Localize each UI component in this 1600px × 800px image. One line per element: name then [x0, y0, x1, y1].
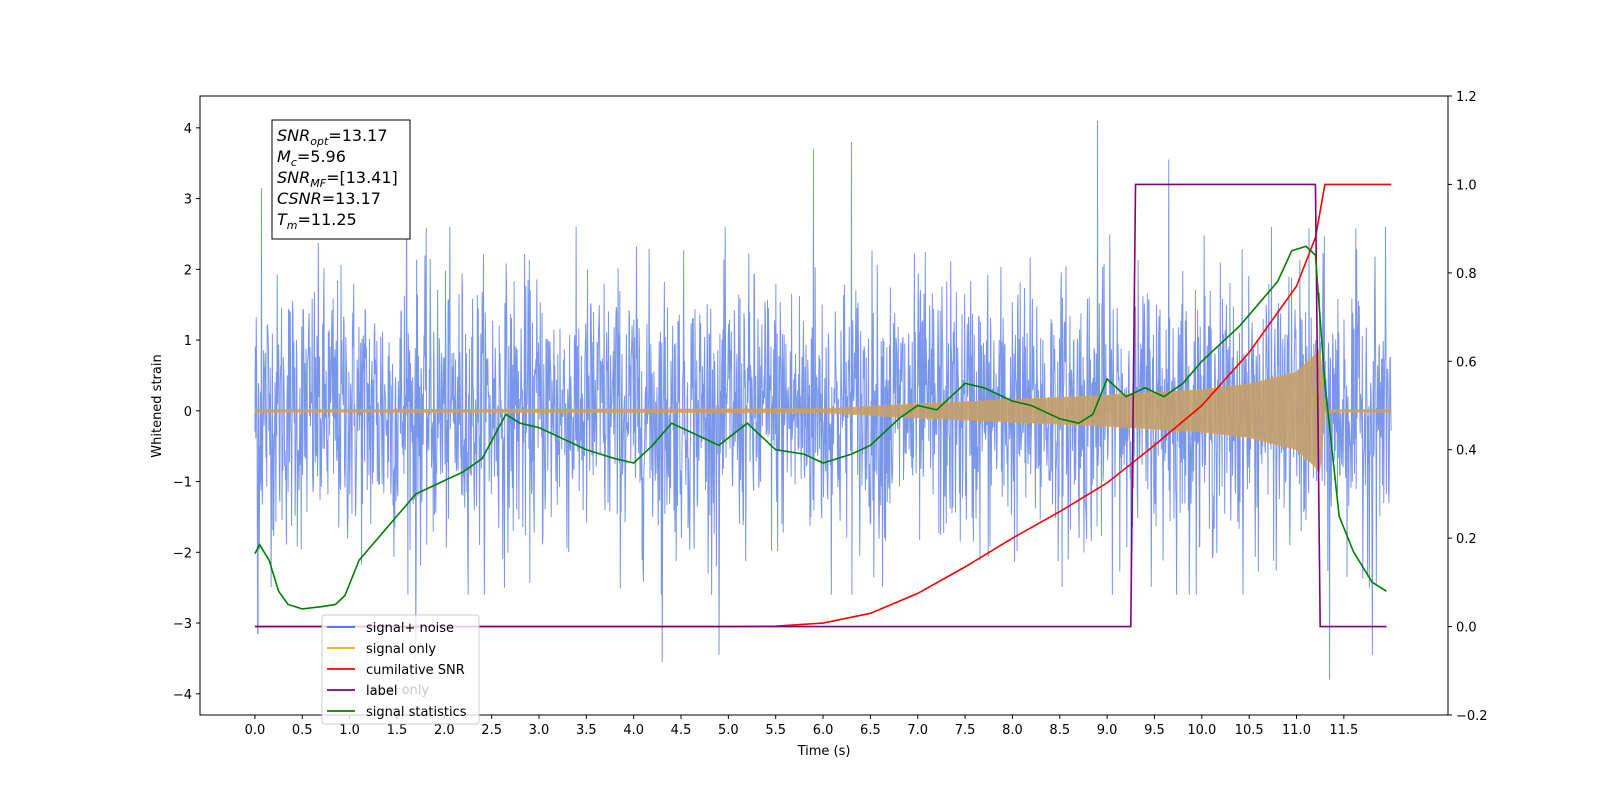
- annotation-symbol: T: [277, 210, 288, 229]
- legend: label only signal+ noise signal only cumila…: [321, 614, 480, 725]
- series-signal-statistics-line: [254, 245, 1387, 610]
- legend-label: cumilative SNR: [366, 663, 465, 678]
- annotation-line: Mc=5.96: [277, 147, 346, 169]
- y-tick-label: 3: [184, 193, 192, 208]
- series-layer: [254, 120, 1392, 680]
- x-tick-label: 7.5: [955, 723, 976, 738]
- annotation-box: SNRopt=13.17Mc=5.96SNRMF=[13.41]CSNR=13.…: [271, 119, 411, 240]
- x-tick-label: 11.5: [1329, 723, 1358, 738]
- y2-tick-label: 0.2: [1456, 532, 1477, 547]
- annotation-symbol: CSNR: [277, 189, 322, 208]
- y2-tick-label: 0.6: [1456, 355, 1477, 370]
- x-tick-label: 9.0: [1097, 723, 1118, 738]
- plot-frame: [199, 95, 1449, 716]
- y-tick-label: −4: [173, 688, 192, 703]
- y2-tick-label: −0.2: [1456, 709, 1488, 724]
- annotation-value: =5.96: [297, 147, 346, 166]
- y-tick-label: 4: [184, 122, 192, 137]
- y-tick-label: 0: [184, 405, 192, 420]
- x-tick-label: 10.0: [1187, 723, 1216, 738]
- y2-tick-label: 0.0: [1456, 621, 1477, 636]
- annotation-subscript: opt: [310, 135, 329, 148]
- y2-tick-label: 0.8: [1456, 267, 1477, 282]
- x-tick-label: 6.5: [860, 723, 881, 738]
- x-tick-label: 11.0: [1282, 723, 1311, 738]
- series-cumulative-snr-line: [254, 183, 1392, 628]
- x-tick-label: 7.0: [907, 723, 928, 738]
- x-tick-label: 4.5: [671, 723, 692, 738]
- annotation-value: =13.17: [328, 126, 387, 145]
- annotation-subscript: MF: [310, 177, 326, 190]
- x-tick-label: 3.5: [576, 723, 597, 738]
- annotation-subscript: c: [291, 156, 297, 169]
- y-tick-label: −3: [173, 617, 192, 632]
- annotation-value: =[13.41]: [326, 168, 398, 187]
- x-tick-label: 4.0: [623, 723, 644, 738]
- x-tick-label: 8.5: [1049, 723, 1070, 738]
- annotation-symbol: SNR: [277, 126, 310, 145]
- annotation-line: CSNR=13.17: [277, 189, 381, 208]
- legend-label: signal only: [366, 642, 436, 657]
- annotation-line: SNRMF=[13.41]: [277, 168, 398, 190]
- annotation-frame: [271, 119, 411, 240]
- annotation-subscript: m: [287, 219, 298, 232]
- annotation-line: Tm=11.25: [277, 210, 357, 232]
- y-axis-right: −0.2 0.0 0.2 0.4 0.6 0.8 1.0 1.2: [1448, 90, 1488, 724]
- x-tick-label: 2.5: [481, 723, 502, 738]
- y-tick-label: 1: [184, 334, 192, 349]
- x-tick-label: 1.5: [387, 723, 408, 738]
- x-tick-label: 0.0: [245, 723, 266, 738]
- annotation-symbol: SNR: [277, 168, 310, 187]
- x-tick-label: 9.5: [1144, 723, 1165, 738]
- legend-label: signal statistics: [366, 705, 467, 720]
- x-tick-label: 0.5: [292, 723, 313, 738]
- legend-label: signal+ noise: [366, 621, 454, 636]
- x-tick-label: 10.5: [1235, 723, 1264, 738]
- y2-tick-label: 1.2: [1456, 90, 1477, 105]
- y-axis-label: Whitened strain: [150, 354, 165, 457]
- legend-frame: [321, 614, 480, 725]
- legend-label: label: [366, 684, 397, 699]
- x-tick-label: 1.0: [339, 723, 360, 738]
- x-tick-label: 3.0: [529, 723, 550, 738]
- series-label-line: [254, 183, 1387, 628]
- y-tick-label: −1: [173, 476, 192, 491]
- y-axis-left: −4 −3 −2 −1 0 1 2 3 4: [173, 122, 200, 703]
- y2-tick-label: 0.4: [1456, 444, 1477, 459]
- x-tick-label: 5.5: [765, 723, 786, 738]
- annotation-value: =11.25: [298, 210, 357, 229]
- x-tick-label: 8.0: [1002, 723, 1023, 738]
- y2-tick-label: 1.0: [1456, 178, 1477, 193]
- x-tick-label: 6.0: [813, 723, 834, 738]
- series-signal-only-line: [254, 347, 1392, 475]
- x-tick-label: 2.0: [434, 723, 455, 738]
- annotation-symbol: M: [277, 147, 291, 166]
- x-tick-label: 5.0: [718, 723, 739, 738]
- x-axis-label: Time (s): [797, 744, 851, 759]
- y-tick-label: 2: [184, 263, 192, 278]
- x-axis: 0.0 0.5 1.0 1.5 2.0 2.5 3.0 3.5 4.0 4.5 5.0 5.5 6.0 6…: [245, 715, 1358, 738]
- annotation-value: =13.17: [322, 189, 381, 208]
- annotation-line: SNRopt=13.17: [277, 126, 388, 148]
- y-tick-label: −2: [173, 546, 192, 561]
- legend-hidden-entry: label only: [366, 683, 429, 698]
